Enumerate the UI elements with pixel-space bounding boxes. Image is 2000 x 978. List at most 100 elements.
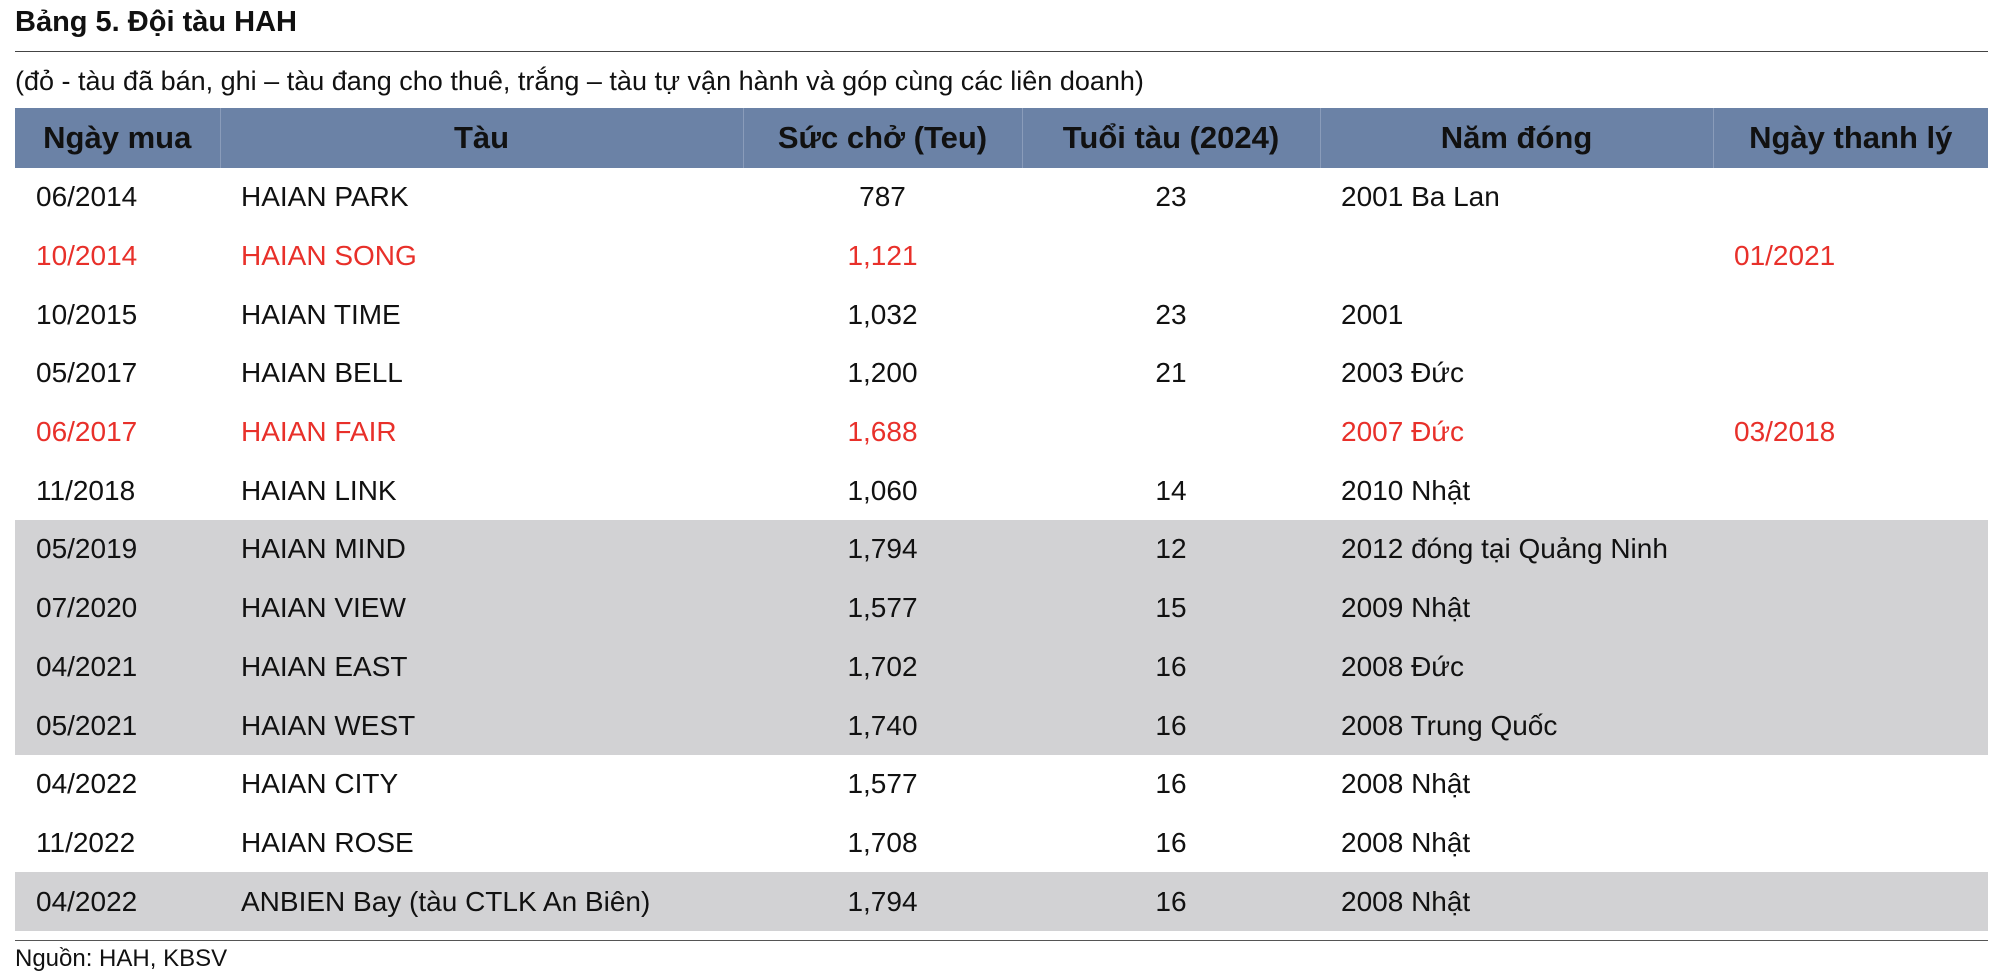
table-cell: 05/2021 xyxy=(36,709,138,741)
table-cell: 11/2018 xyxy=(36,474,136,506)
table-cell xyxy=(1713,344,1988,403)
header-row: Ngày mua Tàu Sức chở (Teu) Tuổi tàu (2024) N… xyxy=(15,108,1988,168)
table-cell: 03/2018 xyxy=(1734,416,1836,448)
table-cell: 16 xyxy=(1155,826,1187,858)
table-cell xyxy=(1022,227,1320,286)
table-cell: 1,708 xyxy=(847,826,918,858)
table-cell: HAIAN FAIR xyxy=(241,416,397,448)
table-cell: 21 xyxy=(1155,357,1187,389)
table-cell: 1,740 xyxy=(847,709,918,741)
table-cell: 2008 Nhật xyxy=(1341,885,1471,917)
column-header: Sức chở (Teu) xyxy=(742,108,1022,168)
table-cell: 16 xyxy=(1155,650,1187,682)
table-cell: 1,702 xyxy=(847,650,918,682)
table-cell: 15 xyxy=(1155,592,1187,624)
table-row: 10/2015 HAIAN TIME 1,032 23 2001 xyxy=(15,285,1988,345)
table-cell xyxy=(1320,227,1713,286)
table-row: 05/2019 HAIAN MIND 1,794 12 2012 đóng tại Qu… xyxy=(15,520,1988,579)
table-cell: HAIAN WEST xyxy=(241,709,416,741)
table-cell: ANBIEN Bay (tàu CTLK An Biên) xyxy=(241,885,651,917)
table-cell: HAIAN PARK xyxy=(241,181,409,213)
column-header: Ngày thanh lý xyxy=(1712,108,1988,168)
table-row: 04/2022 HAIAN CITY 1,577 16 2008 Nhật xyxy=(15,754,1988,814)
table-cell: 11/2022 xyxy=(36,826,136,858)
table-cell: 2008 Nhật xyxy=(1341,826,1471,858)
table-cell: 2001 Ba Lan xyxy=(1341,181,1500,213)
table-cell: 787 xyxy=(859,181,906,213)
table-cell: 2008 Đức xyxy=(1341,650,1465,682)
column-header: Ngày mua xyxy=(43,120,192,155)
table-cell: 2003 Đức xyxy=(1341,357,1465,389)
fleet-table: Ngày mua Tàu Sức chở (Teu) Tuổi tàu (2024) N… xyxy=(15,108,1988,931)
table-row: 11/2018 HAIAN LINK 1,060 14 2010 Nhật xyxy=(15,461,1988,521)
table-cell: 1,121 xyxy=(847,240,918,272)
table-cell: 14 xyxy=(1155,474,1187,506)
table-cell: 1,060 xyxy=(847,474,918,506)
table-cell: 2010 Nhật xyxy=(1341,474,1471,506)
table-cell: 1,794 xyxy=(847,533,918,565)
table-cell xyxy=(1713,461,1988,520)
table-cell: 01/2021 xyxy=(1734,240,1836,272)
table-cell xyxy=(1713,696,1988,755)
table-cell: 06/2017 xyxy=(36,416,138,448)
table-row: 05/2017 HAIAN BELL 1,200 21 2003 Đức xyxy=(15,344,1988,403)
table-cell: 23 xyxy=(1155,181,1187,213)
table-cell: 10/2015 xyxy=(36,298,138,330)
table-row: 06/2017 HAIAN FAIR 1,688 2007 Đức 03/2018 xyxy=(15,402,1988,462)
table-row: 06/2014 HAIAN PARK 787 23 2001 Ba Lan xyxy=(15,168,1988,227)
column-header: Tàu xyxy=(219,108,743,168)
table-cell: 04/2022 xyxy=(36,885,138,917)
table-cell: 2008 Nhật xyxy=(1341,768,1471,800)
table-cell: 2008 Trung Quốc xyxy=(1341,709,1558,741)
table-cell: 1,577 xyxy=(847,768,918,800)
source: Nguồn: HAH, KBSV xyxy=(15,945,228,972)
table-row: 10/2014 HAIAN SONG 1,121 01/2021 xyxy=(15,226,1988,286)
table-cell: 06/2014 xyxy=(36,181,138,213)
table-row: 07/2020 HAIAN VIEW 1,577 15 2009 Nhật xyxy=(15,578,1988,638)
table-cell: HAIAN VIEW xyxy=(241,592,406,624)
table-cell: 05/2017 xyxy=(36,357,138,389)
table-cell: 16 xyxy=(1155,885,1187,917)
table-cell xyxy=(1713,579,1988,638)
table-row: 04/2021 HAIAN EAST 1,702 16 2008 Đức xyxy=(15,637,1988,697)
table-cell: 1,577 xyxy=(847,592,918,624)
table-cell xyxy=(1713,872,1988,931)
column-header: Năm đóng xyxy=(1319,108,1713,168)
table-cell: 2012 đóng tại Quảng Ninh xyxy=(1341,533,1668,565)
table-cell xyxy=(1713,814,1988,873)
table-row: 04/2022 ANBIEN Bay (tàu CTLK An Biên) 1,79… xyxy=(15,872,1988,931)
title: Bảng 5. Đội tàu HAH xyxy=(15,6,297,38)
table-cell: 1,032 xyxy=(847,298,918,330)
table-cell: 2001 xyxy=(1341,298,1404,330)
table-cell: 07/2020 xyxy=(36,592,138,624)
table-cell: 1,200 xyxy=(847,357,918,389)
table-cell: 04/2022 xyxy=(36,768,138,800)
table-cell: 23 xyxy=(1155,298,1187,330)
table-cell: HAIAN SONG xyxy=(241,240,417,272)
table-cell xyxy=(1713,755,1988,814)
table-cell: 05/2019 xyxy=(36,533,138,565)
rule xyxy=(15,940,1988,941)
table-cell: 12 xyxy=(1155,533,1187,565)
table-cell: HAIAN EAST xyxy=(241,650,408,682)
table-cell: HAIAN MIND xyxy=(241,533,406,565)
table-cell: 16 xyxy=(1155,768,1187,800)
table-cell: HAIAN ROSE xyxy=(241,826,414,858)
table-cell: 16 xyxy=(1155,709,1187,741)
subtitle: (đỏ - tàu đã bán, ghi – tàu đang cho thu… xyxy=(15,66,1144,96)
table-body: 06/2014 HAIAN PARK 787 23 2001 Ba Lan 10/2014… xyxy=(15,168,1988,931)
table-cell: 1,688 xyxy=(847,416,918,448)
table-cell xyxy=(1022,403,1320,462)
table-cell: 04/2021 xyxy=(36,650,138,682)
table-cell: HAIAN CITY xyxy=(241,768,399,800)
table-row: 05/2021 HAIAN WEST 1,740 16 2008 Trung Quốc xyxy=(15,696,1988,755)
table-cell: HAIAN LINK xyxy=(241,474,397,506)
rule xyxy=(15,51,1988,52)
table-cell xyxy=(1713,638,1988,697)
table-cell: HAIAN TIME xyxy=(241,298,401,330)
table-cell: HAIAN BELL xyxy=(241,357,403,389)
table-row: 11/2022 HAIAN ROSE 1,708 16 2008 Nhật xyxy=(15,813,1988,873)
table-cell xyxy=(1713,168,1988,227)
table-cell: 2009 Nhật xyxy=(1341,592,1471,624)
